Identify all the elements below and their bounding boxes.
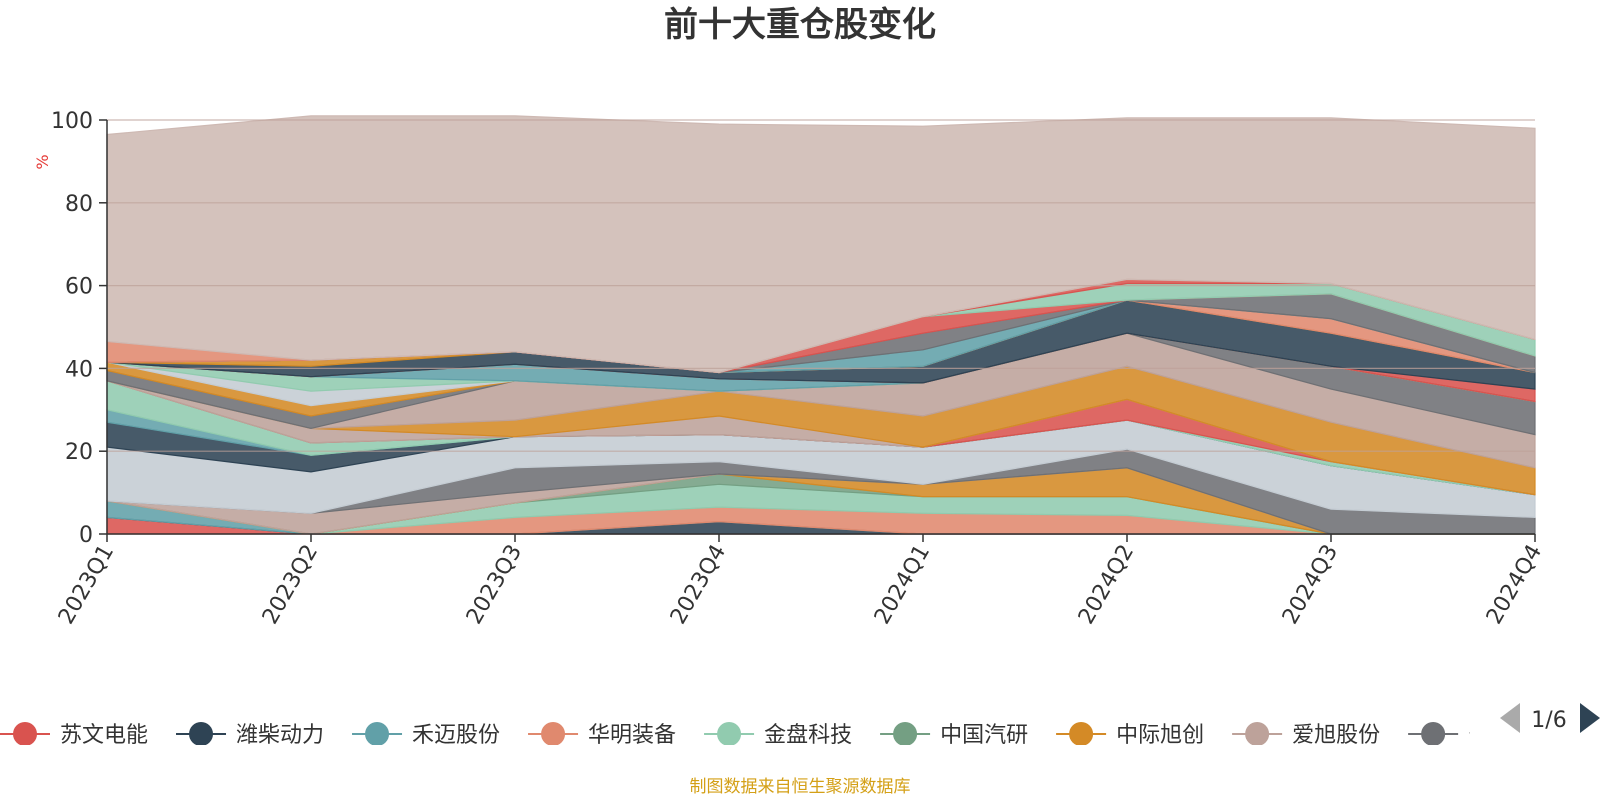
- legend-item[interactable]: 中际旭创: [1056, 722, 1204, 748]
- pager-text: 1/6: [1531, 708, 1566, 733]
- y-tick-label: 40: [65, 357, 93, 382]
- y-tick-label: 80: [65, 192, 93, 217]
- legend: 苏文电能 潍柴动力 禾迈股份 华明装备 金盘科技 中国汽研 中际旭创 爱旭股份 宁: [0, 722, 1490, 748]
- legend-dot-icon: [1069, 722, 1094, 745]
- legend-item[interactable]: 禾迈股份: [352, 722, 500, 748]
- legend-item[interactable]: 苏文电能: [0, 722, 148, 748]
- legend-label: 金盘科技: [764, 723, 852, 748]
- legend-item[interactable]: 华明装备: [528, 722, 676, 748]
- x-tick-label: 2024Q2: [1074, 541, 1139, 629]
- y-tick-label: 0: [79, 523, 93, 548]
- plot-grid: [107, 119, 1535, 452]
- chart-title: 前十大重仓股变化: [664, 5, 936, 45]
- x-tick-label: 2023Q3: [462, 541, 527, 629]
- pager-prev-icon[interactable]: [1500, 703, 1520, 733]
- legend-item[interactable]: 爱旭股份: [1232, 722, 1380, 748]
- legend-pager: 1/6: [1500, 703, 1600, 733]
- x-tick-label: 2024Q4: [1482, 541, 1547, 629]
- legend-item[interactable]: 宁: [1408, 722, 1490, 748]
- legend-label: 苏文电能: [60, 723, 148, 748]
- legend-label: 宁: [1468, 723, 1490, 748]
- legend-dot-icon: [893, 722, 918, 745]
- legend-dot-icon: [541, 722, 566, 745]
- legend-label: 中国汽研: [940, 723, 1028, 748]
- legend-label: 潍柴动力: [236, 723, 324, 748]
- x-tick-label: 2023Q4: [666, 541, 731, 629]
- legend-label: 华明装备: [588, 723, 676, 748]
- series-area-33: [106, 115, 1536, 374]
- legend-label: 禾迈股份: [412, 723, 500, 748]
- legend-label: 中际旭创: [1116, 723, 1204, 748]
- y-axis-label: %: [33, 154, 52, 169]
- pager-next-icon[interactable]: [1580, 703, 1600, 733]
- legend-item[interactable]: 金盘科技: [704, 722, 852, 748]
- legend-label: 爱旭股份: [1292, 723, 1380, 748]
- legend-item[interactable]: 中国汽研: [880, 722, 1028, 748]
- plot-areas: [106, 115, 1536, 535]
- legend-dot-icon: [13, 722, 37, 745]
- x-tick-label: 2023Q1: [54, 541, 119, 629]
- y-tick-label: 60: [65, 275, 93, 300]
- x-tick-label: 2024Q1: [870, 541, 935, 629]
- legend-row: 苏文电能 潍柴动力 禾迈股份 华明装备 金盘科技 中国汽研 中际旭创 爱旭股份 宁: [0, 722, 1490, 748]
- legend-dot-icon: [189, 722, 214, 745]
- legend-item[interactable]: 潍柴动力: [176, 722, 324, 748]
- source-note: 制图数据来自恒生聚源数据库: [690, 777, 911, 797]
- x-tick-label: 2024Q3: [1278, 541, 1343, 629]
- y-tick-label: 100: [51, 109, 93, 134]
- legend-dot-icon: [717, 722, 742, 745]
- x-tick-label: 2023Q2: [258, 541, 323, 629]
- legend-dot-icon: [1245, 722, 1270, 745]
- legend-dot-icon: [365, 722, 390, 745]
- legend-dot-icon: [1421, 722, 1446, 745]
- y-tick-label: 20: [65, 440, 93, 465]
